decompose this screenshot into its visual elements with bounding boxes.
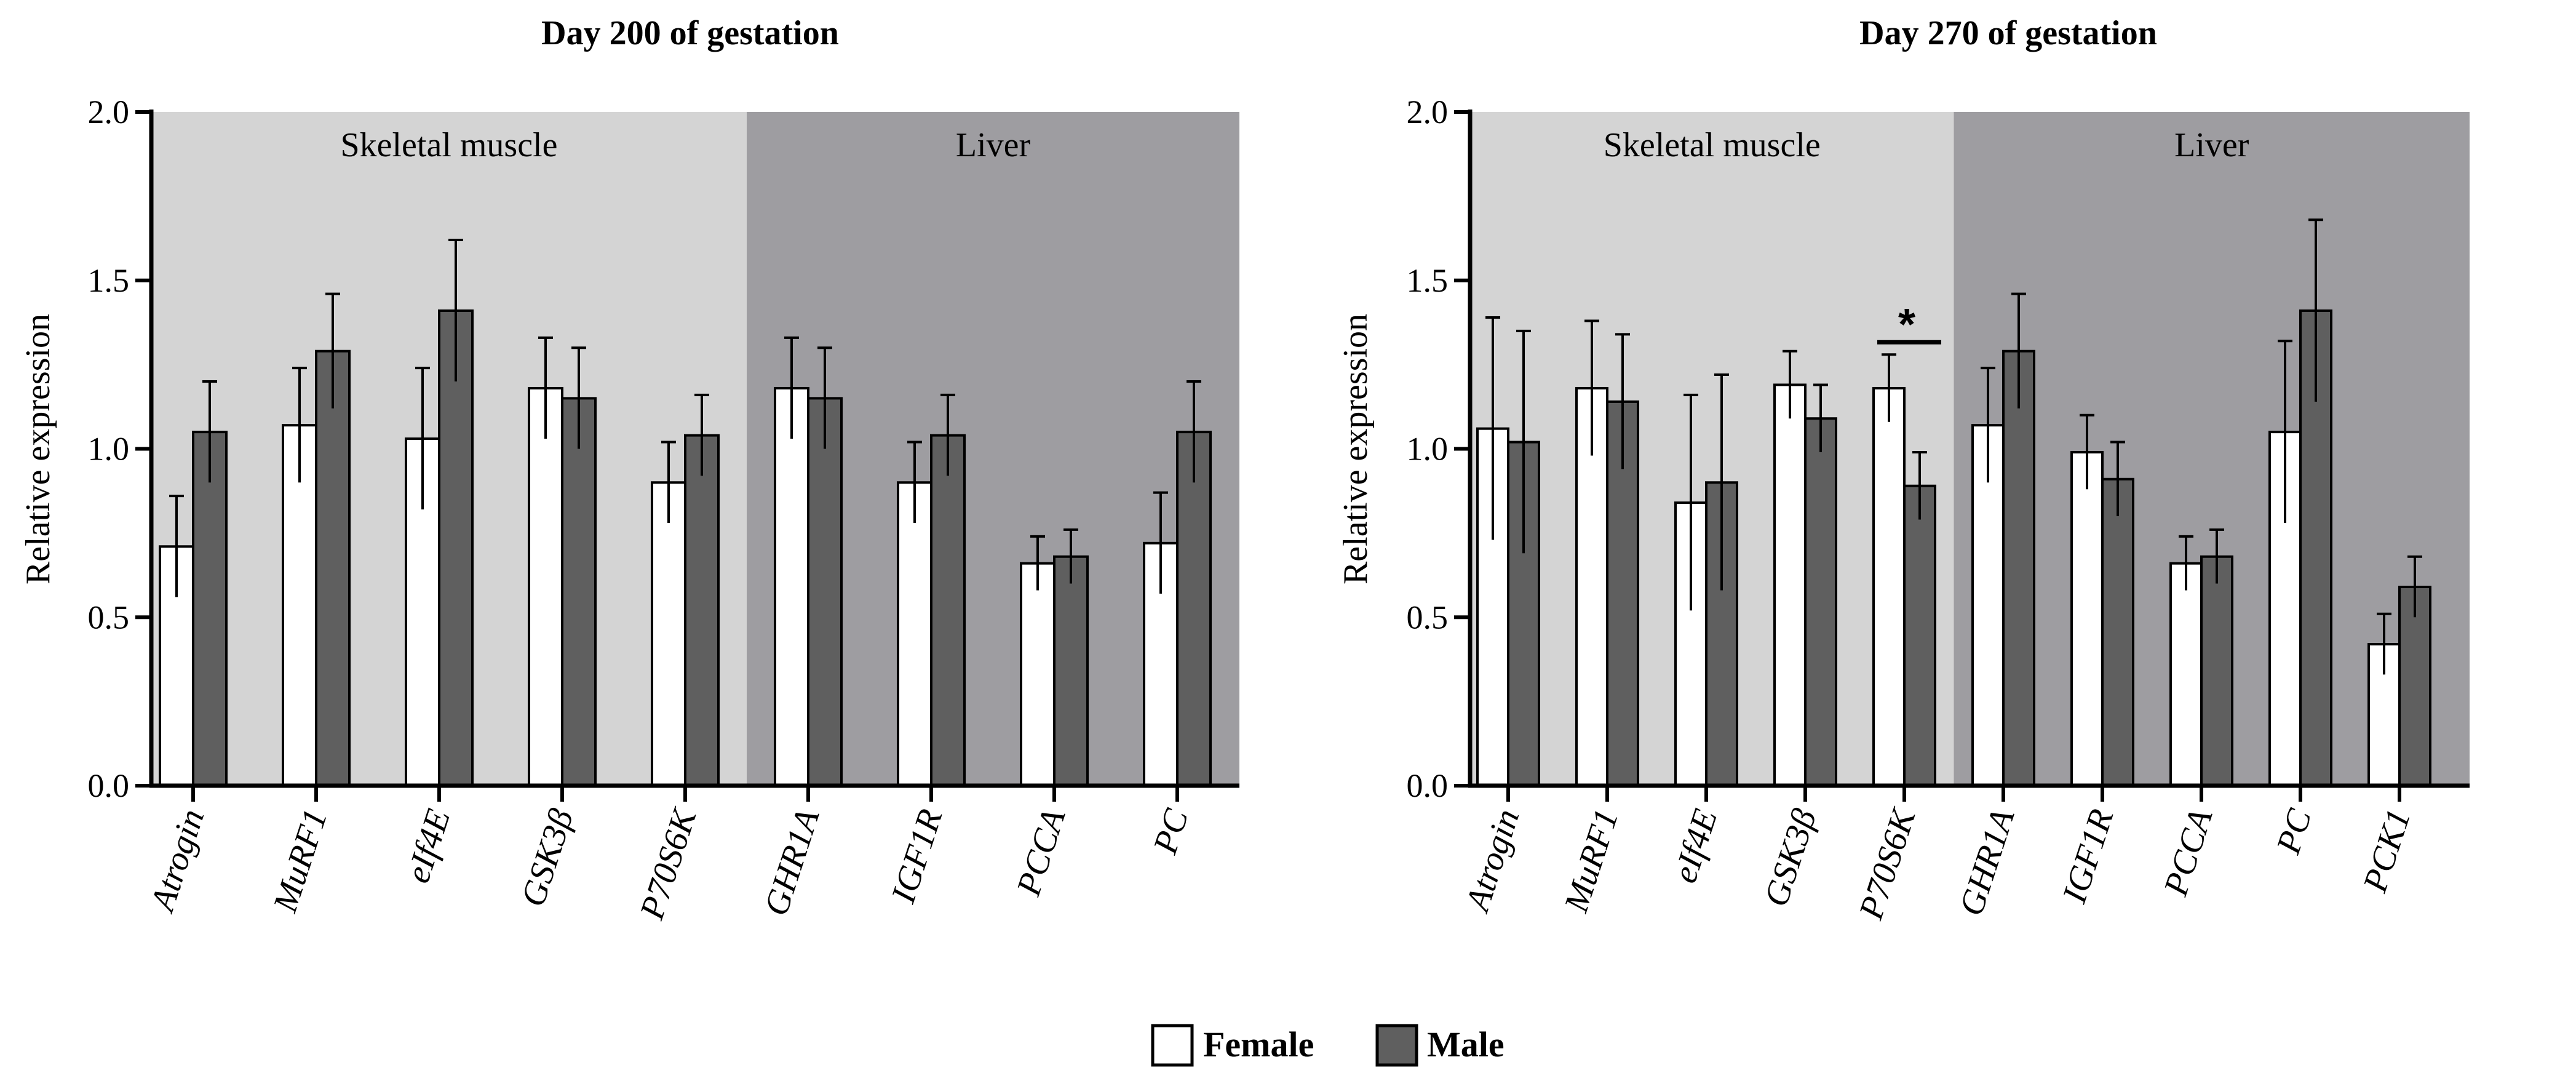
- category-label: Atrogin: [143, 805, 212, 918]
- category-label: Atrogin: [1458, 805, 1527, 918]
- bar-male-4: [684, 434, 720, 787]
- bar-female-3: [1773, 383, 1807, 787]
- bar-male-4: [1903, 484, 1936, 787]
- category-label: MuRF1: [266, 805, 335, 917]
- bar-female-3: [528, 386, 563, 787]
- bar-female-6: [2070, 450, 2104, 787]
- bar-female-6: [897, 481, 932, 787]
- significance-marker: *: [1898, 300, 1915, 349]
- category-label: GSK3β: [514, 805, 581, 911]
- bar-male-3: [561, 397, 597, 787]
- y-axis-label: Relative expression: [19, 314, 57, 584]
- y-tick-label: 1.5: [1407, 262, 1449, 299]
- category-label: PCK1: [2356, 805, 2419, 897]
- bar-female-5: [774, 386, 809, 787]
- bar-male-6: [930, 434, 966, 787]
- y-tick-label: 2.0: [88, 94, 130, 130]
- bar-male-5: [807, 397, 843, 787]
- y-tick-label: 2.0: [1407, 94, 1449, 130]
- bar-female-4: [651, 481, 686, 787]
- bar-male-7: [1053, 555, 1089, 787]
- y-tick-label: 1.5: [88, 262, 130, 299]
- category-label: P70S6K: [632, 803, 704, 924]
- category-label: PCCA: [1009, 804, 1073, 901]
- category-label: GSK3β: [1757, 805, 1824, 911]
- legend-female-label: Female: [1203, 1024, 1314, 1064]
- legend-male-swatch: [1375, 1024, 1418, 1067]
- bar-male-6: [2101, 477, 2134, 788]
- region-label: Skeletal muscle: [340, 126, 557, 164]
- category-label: IGF1R: [884, 805, 950, 908]
- bar-group: [159, 239, 1212, 788]
- category-labels: Atrogin MuRF1 eIf4E GSK3β P70S6K GHR1A IGF1R PC…: [1458, 803, 2418, 924]
- category-label: PCCA: [2157, 804, 2220, 901]
- category-label: MuRF1: [1557, 805, 1626, 917]
- region-label: Liver: [956, 126, 1031, 164]
- chart-day-270: Day 270 of gestation Relative expression…: [1337, 14, 2470, 925]
- bar-group: *: [1476, 218, 2431, 788]
- region-label: Liver: [2174, 126, 2249, 164]
- y-tick-label: 0.0: [88, 767, 130, 804]
- y-axis-label: Relative expression: [1337, 314, 1375, 584]
- axes: 0.0 0.5 1.0 1.5 2.0: [88, 94, 1239, 804]
- bar-male-2: [438, 309, 474, 787]
- bar-male-8: [1176, 431, 1212, 787]
- region-label: Skeletal muscle: [1604, 126, 1821, 164]
- y-tick-label: 1.0: [88, 431, 130, 468]
- category-label: GHR1A: [757, 804, 827, 920]
- bar-male-5: [2002, 349, 2035, 787]
- category-label: eIf4E: [399, 805, 458, 888]
- bar-male-0: [192, 431, 228, 787]
- bar-male-3: [1804, 417, 1837, 787]
- chart-title: Day 200 of gestation: [541, 14, 839, 52]
- category-label: PC: [1146, 804, 1196, 859]
- legend-male-label: Male: [1427, 1024, 1505, 1064]
- category-label: PC: [2269, 804, 2320, 859]
- y-tick-label: 1.0: [1407, 431, 1449, 468]
- axes: 0.0 0.5 1.0 1.5 2.0: [1407, 94, 2470, 804]
- y-tick-label: 0.0: [1407, 767, 1449, 804]
- category-label: IGF1R: [2055, 805, 2121, 908]
- chart-day-200: Day 200 of gestation Relative expression…: [19, 14, 1239, 925]
- legend-female-swatch: [1151, 1024, 1194, 1067]
- bar-female-4: [1872, 386, 1906, 787]
- chart-title: Day 270 of gestation: [1859, 14, 2157, 52]
- category-label: P70S6K: [1851, 803, 1923, 924]
- y-tick-label: 0.5: [88, 599, 130, 636]
- bar-female-7: [2169, 562, 2203, 788]
- category-labels: Atrogin MuRF1 eIf4E GSK3β P70S6K GHR1A IGF1R PC…: [143, 803, 1196, 924]
- bar-male-1: [315, 349, 351, 787]
- category-label: GHR1A: [1952, 804, 2022, 920]
- bar-female-7: [1020, 562, 1055, 788]
- legend: Female Male: [1151, 1024, 1505, 1067]
- bar-male-7: [2200, 555, 2233, 787]
- category-label: eIf4E: [1666, 805, 1725, 888]
- y-tick-label: 0.5: [1407, 599, 1449, 636]
